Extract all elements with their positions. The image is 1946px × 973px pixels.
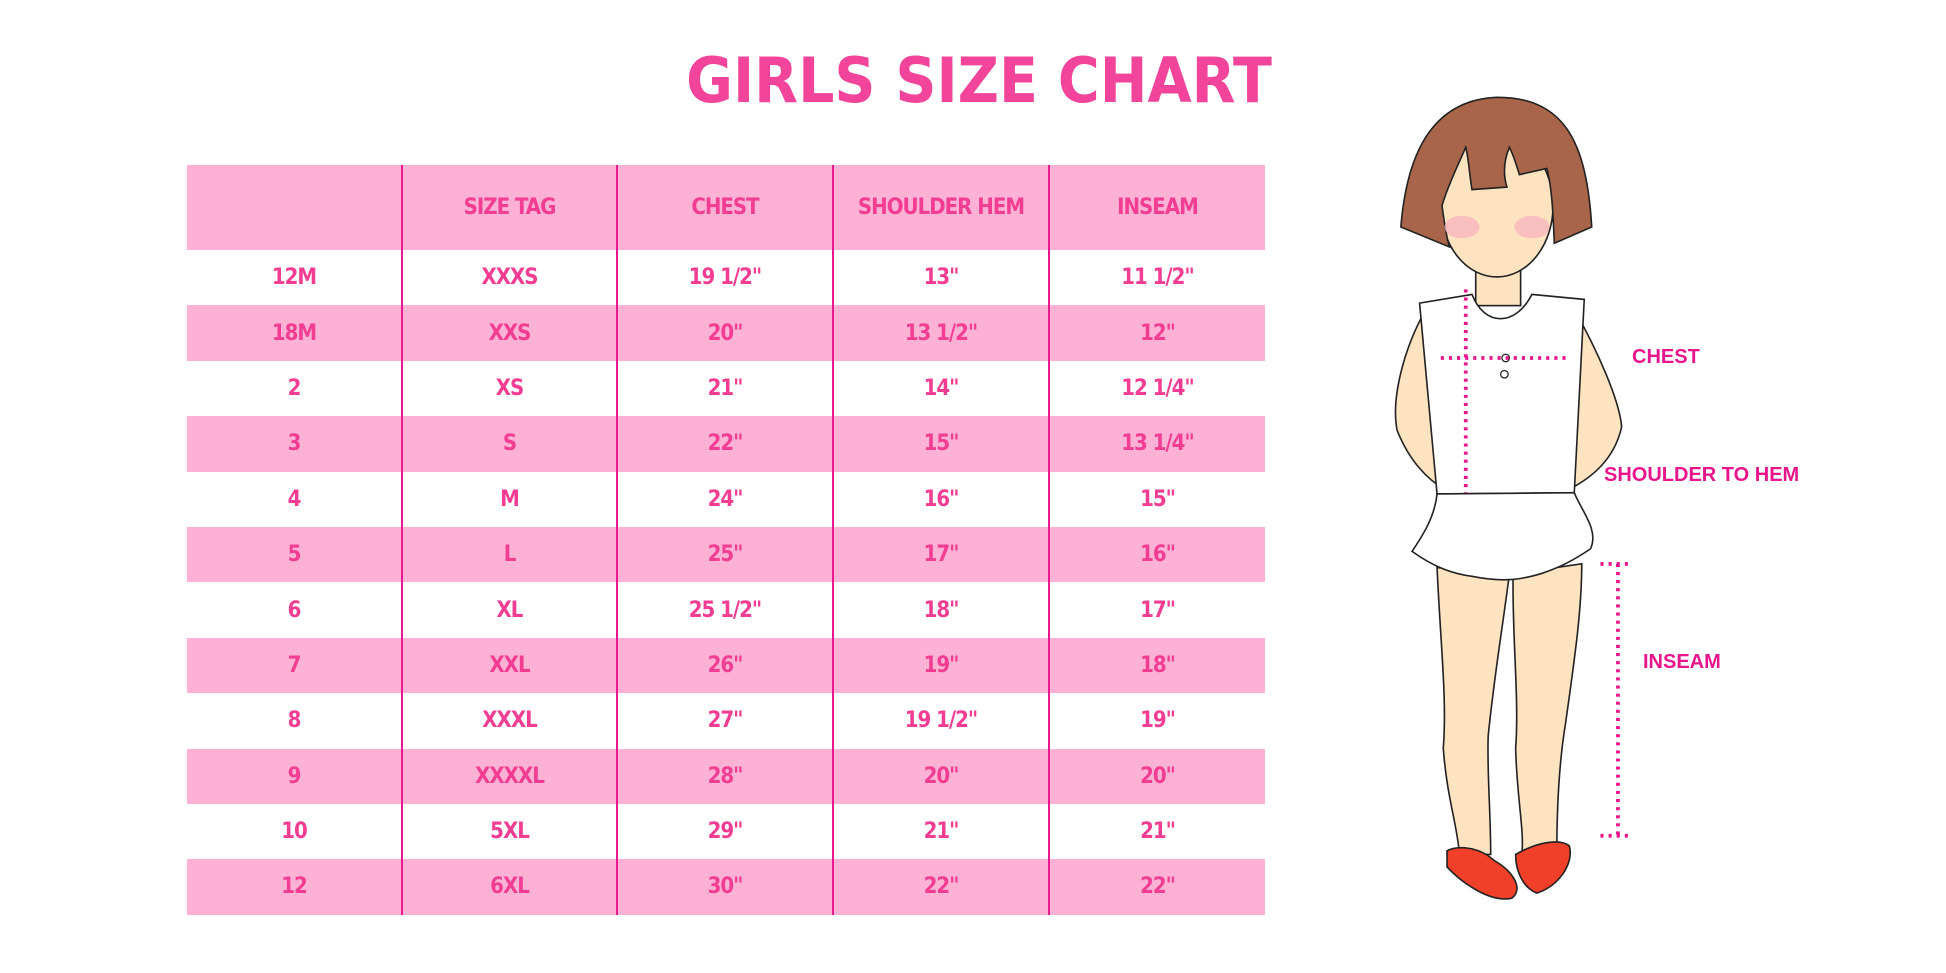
table-row: 18M XXS 20" 13 1/2" 12" <box>187 305 1265 361</box>
size-chart-table: SIZE TAG CHEST SHOULDER HEM INSEAM 12M XXXS 1… <box>187 165 1265 915</box>
table-cell: 17" <box>1048 582 1265 638</box>
table-cell: 5XL <box>401 803 617 860</box>
table-cell: 30" <box>616 859 833 915</box>
table-cell: 25 1/2" <box>616 582 833 638</box>
table-row: 5 L 25" 17" 16" <box>187 526 1265 583</box>
table-cell: 20" <box>832 748 1049 804</box>
column-header <box>187 165 402 250</box>
table-cell: 16" <box>832 471 1049 527</box>
table-cell: 20" <box>616 305 833 361</box>
shoulder-to-hem-label: SHOULDER TO HEM <box>1604 464 1800 486</box>
table-cell: 12M <box>271 265 317 291</box>
table-cell: 17" <box>832 526 1049 583</box>
table-cell: XXL <box>401 637 617 694</box>
left-leg <box>1436 566 1511 856</box>
table-cell: 19" <box>1048 693 1265 749</box>
right-shoe <box>1514 841 1572 895</box>
table-cell: XXXS <box>401 250 617 306</box>
table-cell: 16" <box>1048 526 1265 583</box>
table-row: 4 M 24" 16" 15" <box>187 471 1265 527</box>
table-row: 6 XL 25 1/2" 18" 17" <box>187 582 1265 638</box>
table-cell: M <box>401 471 617 527</box>
table-cell: 19" <box>832 637 1049 694</box>
column-header: SIZE TAG <box>401 165 617 250</box>
table-cell: L <box>401 526 617 583</box>
table-cell: 15" <box>1048 471 1265 527</box>
table-cell: 10 <box>281 819 308 845</box>
table-cell: 5 <box>187 526 402 583</box>
right-arm <box>1573 306 1623 488</box>
table-cell: 22" <box>832 859 1049 915</box>
table-cell: 29" <box>616 803 833 860</box>
table-cell: XL <box>401 582 617 638</box>
column-header: SHOULDER HEM <box>832 165 1049 250</box>
right-leg <box>1512 562 1583 856</box>
table-cell: 9 <box>187 748 402 804</box>
table-row: 12M XXXS 19 1/2" 13" 11 1/2" <box>187 250 1265 306</box>
table-cell: 2 <box>287 375 302 401</box>
table-cell: 19 1/2" <box>616 250 833 306</box>
table-cell: 21" <box>1048 803 1265 860</box>
table-cell: 8 <box>287 708 302 734</box>
table-cell: 18" <box>1048 637 1265 694</box>
table-row: 7 XXL 26" 19" 18" <box>187 637 1265 694</box>
column-header: CHEST <box>616 165 833 250</box>
table-header-row: SIZE TAG CHEST SHOULDER HEM INSEAM <box>187 165 1265 250</box>
table-cell: 15" <box>832 416 1049 472</box>
table-row: 8 XXXL 27" 19 1/2" 19" <box>187 693 1265 749</box>
left-shoe <box>1446 846 1518 900</box>
table-row: 12 6XL 30" 22" 22" <box>187 859 1265 915</box>
table-row: 3 S 22" 15" 13 1/4" <box>187 416 1265 472</box>
column-header: INSEAM <box>1048 165 1265 250</box>
shirt <box>1418 293 1586 495</box>
table-cell: 12 <box>187 859 402 915</box>
table-cell: 14" <box>832 360 1049 417</box>
table-cell: XXXL <box>401 693 617 749</box>
table-cell: 26" <box>616 637 833 694</box>
table-cell: 12 1/4" <box>1048 360 1265 417</box>
table-cell: 19 1/2" <box>832 693 1049 749</box>
table-cell: 21" <box>616 360 833 417</box>
inseam-label: INSEAM <box>1643 651 1721 673</box>
table-cell: 28" <box>616 748 833 804</box>
table-cell: 6 <box>287 597 302 623</box>
hair <box>1400 96 1593 249</box>
table-cell: 3 <box>187 416 402 472</box>
skirt <box>1410 491 1594 581</box>
chest-label: CHEST <box>1632 346 1700 368</box>
table-cell: 6XL <box>401 859 617 915</box>
table-cell: XS <box>401 360 617 417</box>
table-cell: 18M <box>187 305 402 361</box>
table-row: 9 XXXXL 28" 20" 20" <box>187 748 1265 804</box>
table-cell: XXXXL <box>401 748 617 804</box>
table-cell: 25" <box>616 526 833 583</box>
table-row: 2 XS 21" 14" 12 1/4" <box>187 360 1265 417</box>
table-cell: 22" <box>1048 859 1265 915</box>
table-cell: 4 <box>287 486 302 512</box>
table-cell: S <box>401 416 617 472</box>
table-cell: 21" <box>832 803 1049 860</box>
table-row: 10 5XL 29" 21" 21" <box>187 803 1265 860</box>
page-title: GIRLS SIZE CHART <box>686 44 1272 117</box>
table-cell: 24" <box>616 471 833 527</box>
table-cell: 22" <box>616 416 833 472</box>
table-cell: 11 1/2" <box>1048 250 1265 306</box>
table-cell: XXS <box>401 305 617 361</box>
table-cell: 13 1/2" <box>832 305 1049 361</box>
table-cell: 7 <box>187 637 402 694</box>
table-cell: 20" <box>1048 748 1265 804</box>
table-cell: 27" <box>616 693 833 749</box>
table-cell: 13 1/4" <box>1048 416 1265 472</box>
table-cell: 18" <box>832 582 1049 638</box>
table-cell: 12" <box>1048 305 1265 361</box>
table-cell: 13" <box>832 250 1049 306</box>
